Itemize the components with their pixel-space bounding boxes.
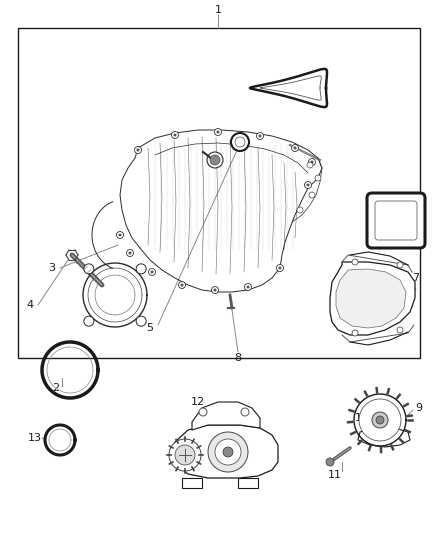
Circle shape bbox=[207, 152, 223, 168]
Circle shape bbox=[216, 131, 219, 133]
Circle shape bbox=[213, 288, 216, 292]
Circle shape bbox=[309, 192, 315, 198]
Circle shape bbox=[137, 149, 139, 151]
Circle shape bbox=[172, 132, 179, 139]
Circle shape bbox=[235, 137, 245, 147]
Circle shape bbox=[397, 327, 403, 333]
Circle shape bbox=[247, 286, 250, 288]
Circle shape bbox=[210, 155, 220, 165]
Circle shape bbox=[136, 264, 146, 274]
Polygon shape bbox=[175, 425, 278, 478]
Polygon shape bbox=[358, 428, 410, 447]
Circle shape bbox=[241, 408, 249, 416]
Circle shape bbox=[315, 175, 321, 181]
Circle shape bbox=[279, 266, 282, 270]
Circle shape bbox=[117, 231, 124, 238]
Circle shape bbox=[307, 162, 313, 168]
Polygon shape bbox=[336, 269, 406, 328]
Circle shape bbox=[352, 330, 358, 336]
Circle shape bbox=[119, 233, 121, 237]
Text: 5: 5 bbox=[146, 323, 153, 333]
Circle shape bbox=[297, 207, 303, 213]
Circle shape bbox=[376, 416, 384, 424]
Circle shape bbox=[359, 399, 401, 441]
Circle shape bbox=[134, 147, 141, 154]
Circle shape bbox=[257, 133, 264, 140]
Circle shape bbox=[127, 249, 134, 256]
Circle shape bbox=[180, 284, 184, 287]
Circle shape bbox=[84, 316, 94, 326]
Text: 8: 8 bbox=[234, 353, 242, 363]
Circle shape bbox=[258, 134, 261, 138]
Text: 12: 12 bbox=[191, 397, 205, 407]
Text: 6: 6 bbox=[412, 217, 419, 227]
Circle shape bbox=[372, 412, 388, 428]
Text: 4: 4 bbox=[26, 300, 34, 310]
Circle shape bbox=[292, 144, 299, 151]
Polygon shape bbox=[330, 262, 415, 335]
Circle shape bbox=[84, 264, 94, 274]
Circle shape bbox=[128, 252, 131, 254]
Circle shape bbox=[215, 439, 241, 465]
Circle shape bbox=[179, 281, 186, 288]
Circle shape bbox=[326, 458, 334, 466]
Polygon shape bbox=[192, 402, 260, 430]
Circle shape bbox=[311, 160, 314, 164]
Text: 1: 1 bbox=[215, 5, 222, 15]
FancyBboxPatch shape bbox=[367, 193, 425, 248]
Circle shape bbox=[352, 259, 358, 265]
Circle shape bbox=[173, 133, 177, 136]
Bar bbox=[182, 478, 202, 488]
Circle shape bbox=[215, 128, 222, 135]
Text: 2: 2 bbox=[53, 383, 60, 393]
Circle shape bbox=[136, 316, 146, 326]
Text: 13: 13 bbox=[28, 433, 42, 443]
Circle shape bbox=[223, 447, 233, 457]
Circle shape bbox=[231, 133, 249, 151]
Circle shape bbox=[175, 445, 195, 465]
Circle shape bbox=[199, 408, 207, 416]
Bar bbox=[18, 28, 420, 358]
Circle shape bbox=[148, 269, 155, 276]
FancyBboxPatch shape bbox=[375, 201, 417, 240]
Circle shape bbox=[304, 182, 311, 189]
Circle shape bbox=[151, 271, 153, 273]
Circle shape bbox=[208, 432, 248, 472]
Circle shape bbox=[293, 147, 297, 149]
Circle shape bbox=[308, 158, 315, 166]
Circle shape bbox=[169, 439, 201, 471]
Circle shape bbox=[307, 183, 310, 187]
Circle shape bbox=[244, 284, 251, 290]
Bar bbox=[238, 478, 258, 488]
Circle shape bbox=[276, 264, 283, 271]
Text: 9: 9 bbox=[415, 403, 422, 413]
Text: 7: 7 bbox=[412, 273, 419, 283]
Text: 10: 10 bbox=[355, 413, 369, 423]
Text: 11: 11 bbox=[328, 470, 342, 480]
Circle shape bbox=[397, 262, 403, 268]
Text: 3: 3 bbox=[49, 263, 56, 273]
Circle shape bbox=[212, 287, 219, 294]
